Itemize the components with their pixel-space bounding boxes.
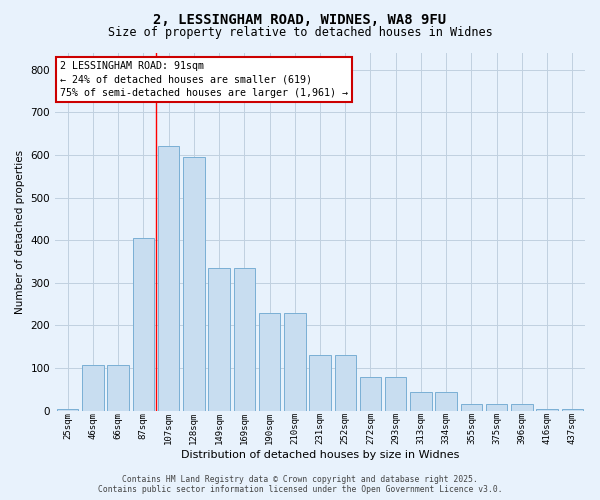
Bar <box>461 404 482 411</box>
Bar <box>410 392 431 411</box>
Bar <box>208 268 230 411</box>
Bar <box>511 404 533 411</box>
Bar <box>486 404 508 411</box>
Bar <box>385 376 406 411</box>
Bar <box>259 312 280 411</box>
Y-axis label: Number of detached properties: Number of detached properties <box>15 150 25 314</box>
Bar <box>436 392 457 411</box>
Text: Contains HM Land Registry data © Crown copyright and database right 2025.
Contai: Contains HM Land Registry data © Crown c… <box>98 474 502 494</box>
Bar <box>284 312 305 411</box>
Bar <box>57 408 79 411</box>
Bar <box>82 364 104 411</box>
Bar <box>309 356 331 411</box>
Bar <box>133 238 154 411</box>
Text: 2, LESSINGHAM ROAD, WIDNES, WA8 9FU: 2, LESSINGHAM ROAD, WIDNES, WA8 9FU <box>154 12 446 26</box>
Bar <box>107 364 129 411</box>
Bar <box>360 376 381 411</box>
Bar <box>536 408 558 411</box>
Text: Size of property relative to detached houses in Widnes: Size of property relative to detached ho… <box>107 26 493 39</box>
X-axis label: Distribution of detached houses by size in Widnes: Distribution of detached houses by size … <box>181 450 459 460</box>
Bar <box>158 146 179 411</box>
Bar <box>335 356 356 411</box>
Bar <box>233 268 255 411</box>
Bar <box>562 408 583 411</box>
Bar <box>183 157 205 411</box>
Text: 2 LESSINGHAM ROAD: 91sqm
← 24% of detached houses are smaller (619)
75% of semi-: 2 LESSINGHAM ROAD: 91sqm ← 24% of detach… <box>61 62 349 98</box>
